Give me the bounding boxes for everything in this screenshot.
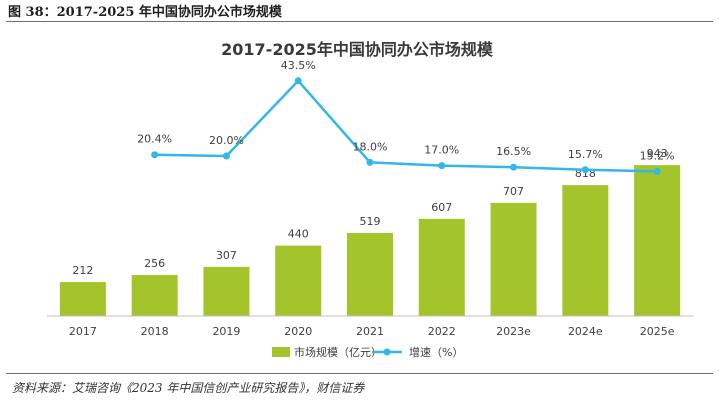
bar-value-label-2020: 440 — [288, 228, 309, 241]
bar-value-label-2022: 607 — [431, 201, 452, 214]
growth-line-series: 20.4% 20.0% 43.5% 18.0% 17.0% 16.5% 15.7% 15.2% — [137, 59, 675, 175]
bar-2018 — [131, 275, 178, 316]
bar-value-label-2017: 212 — [72, 264, 93, 277]
top-rule — [6, 21, 713, 22]
growth-point-2022 — [438, 162, 446, 170]
bar-2025e — [634, 165, 681, 316]
growth-point-2023e — [510, 163, 518, 171]
growth-label-2024e: 15.7% — [568, 148, 603, 161]
figure-caption: 图 38：2017-2025 年中国协同办公市场规模 — [8, 5, 282, 20]
x-tick-label-2018: 2018 — [141, 325, 169, 338]
x-tick-label-2017: 2017 — [69, 325, 97, 338]
bar-value-label-2025e: 943 — [647, 147, 668, 160]
growth-point-2019 — [222, 152, 230, 160]
legend-line-label: 增速（%） — [409, 345, 463, 359]
bar-2023e — [490, 202, 537, 316]
bar-value-label-2021: 519 — [360, 215, 381, 228]
growth-line — [154, 79, 658, 173]
legend-bar-swatch — [272, 347, 290, 357]
x-tick-label-2021: 2021 — [356, 325, 384, 338]
bar-2020 — [275, 245, 322, 316]
bar-2021 — [347, 232, 393, 316]
growth-point-2018 — [151, 151, 159, 159]
bar-value-label-2018: 256 — [144, 257, 165, 270]
legend-line-marker — [383, 348, 391, 356]
bar-2024e — [562, 185, 609, 316]
growth-point-2024e — [581, 166, 589, 174]
x-tick-label-2019: 2019 — [212, 325, 240, 338]
x-tick-label-2022: 2022 — [428, 325, 456, 338]
bottom-rule — [6, 373, 713, 374]
growth-label-2022: 17.0% — [424, 144, 459, 157]
growth-label-2021: 18.0% — [353, 140, 388, 153]
x-axis: 2017 2018 2019 2020 2021 2022 2023e 2024e 2025e — [47, 315, 693, 338]
bar-2017 — [59, 282, 106, 316]
bar-value-label-2023e: 707 — [503, 185, 524, 198]
growth-label-2019: 20.0% — [209, 134, 244, 147]
source-note: 资料来源：艾瑞咨询《2023 年中国信创产业研究报告》，财信证券 — [12, 381, 365, 395]
x-tick-label-2023e: 2023e — [496, 325, 531, 338]
bar-value-label-2019: 307 — [216, 249, 237, 262]
legend: 市场规模（亿元） 增速（%） — [272, 345, 463, 359]
growth-label-2023e: 16.5% — [496, 145, 531, 158]
chart-title: 2017-2025年中国协同办公市场规模 — [221, 40, 494, 59]
growth-point-2021 — [366, 158, 374, 166]
growth-label-2020: 43.5% — [281, 59, 316, 72]
x-tick-label-2025e: 2025e — [640, 325, 675, 338]
growth-point-2020 — [294, 77, 302, 85]
bar-2022 — [418, 218, 465, 316]
x-tick-label-2020: 2020 — [284, 325, 312, 338]
bar-2019 — [203, 266, 250, 316]
legend-bar-label: 市场规模（亿元） — [294, 345, 382, 359]
growth-label-2025e: 15.2% — [640, 149, 675, 162]
x-tick-label-2024e: 2024e — [568, 325, 603, 338]
growth-point-2025e — [653, 167, 661, 175]
growth-label-2018: 20.4% — [137, 133, 172, 146]
